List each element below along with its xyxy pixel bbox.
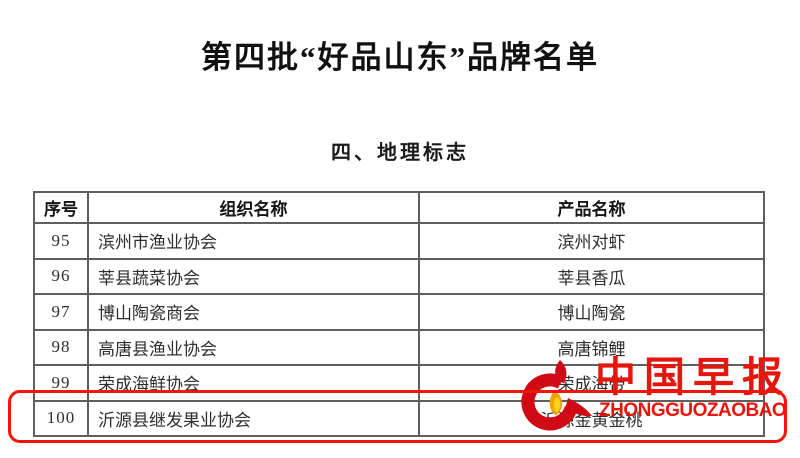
table-row: 98 高唐县渔业协会 高唐锦鲤 [33, 328, 765, 366]
page-title: 第四批“好品山东”品牌名单 [201, 40, 599, 75]
header-no: 序号 [33, 191, 89, 224]
row-no-cell: 95 [33, 222, 89, 260]
organization-cell: 滨州市渔业协会 [87, 222, 420, 260]
table-row: 96 莘县蔬菜协会 莘县香瓜 [33, 257, 765, 295]
table-row-highlighted: 100 沂源县继发果业协会 沂源金黄金桃 [33, 399, 765, 437]
table-header-row: 序号 组织名称 产品名称 [33, 191, 765, 224]
product-cell: 博山陶瓷 [418, 293, 765, 331]
row-no-cell: 97 [33, 293, 89, 331]
product-cell: 高唐锦鲤 [418, 328, 765, 366]
table-row: 99 荣成海鲜协会 荣成海带 [33, 364, 765, 402]
header-product: 产品名称 [418, 191, 765, 224]
product-cell: 沂源金黄金桃 [418, 399, 765, 437]
product-cell: 滨州对虾 [418, 222, 765, 260]
geographic-indication-table: 序号 组织名称 产品名称 95 滨州市渔业协会 滨州对虾 96 莘县蔬菜协会 莘… [33, 191, 765, 437]
table-row: 97 博山陶瓷商会 博山陶瓷 [33, 293, 765, 331]
organization-cell: 沂源县继发果业协会 [87, 399, 420, 437]
row-no-cell: 100 [33, 399, 89, 437]
product-cell: 荣成海带 [418, 364, 765, 402]
section-title: 四、地理标志 [331, 142, 469, 164]
header-organization: 组织名称 [87, 191, 420, 224]
table-row: 95 滨州市渔业协会 滨州对虾 [33, 222, 765, 260]
organization-cell: 高唐县渔业协会 [87, 328, 420, 366]
organization-cell: 荣成海鲜协会 [87, 364, 420, 402]
row-no-cell: 99 [33, 364, 89, 402]
organization-cell: 博山陶瓷商会 [87, 293, 420, 331]
row-no-cell: 96 [33, 257, 89, 295]
product-cell: 莘县香瓜 [418, 257, 765, 295]
row-no-cell: 98 [33, 328, 89, 366]
organization-cell: 莘县蔬菜协会 [87, 257, 420, 295]
